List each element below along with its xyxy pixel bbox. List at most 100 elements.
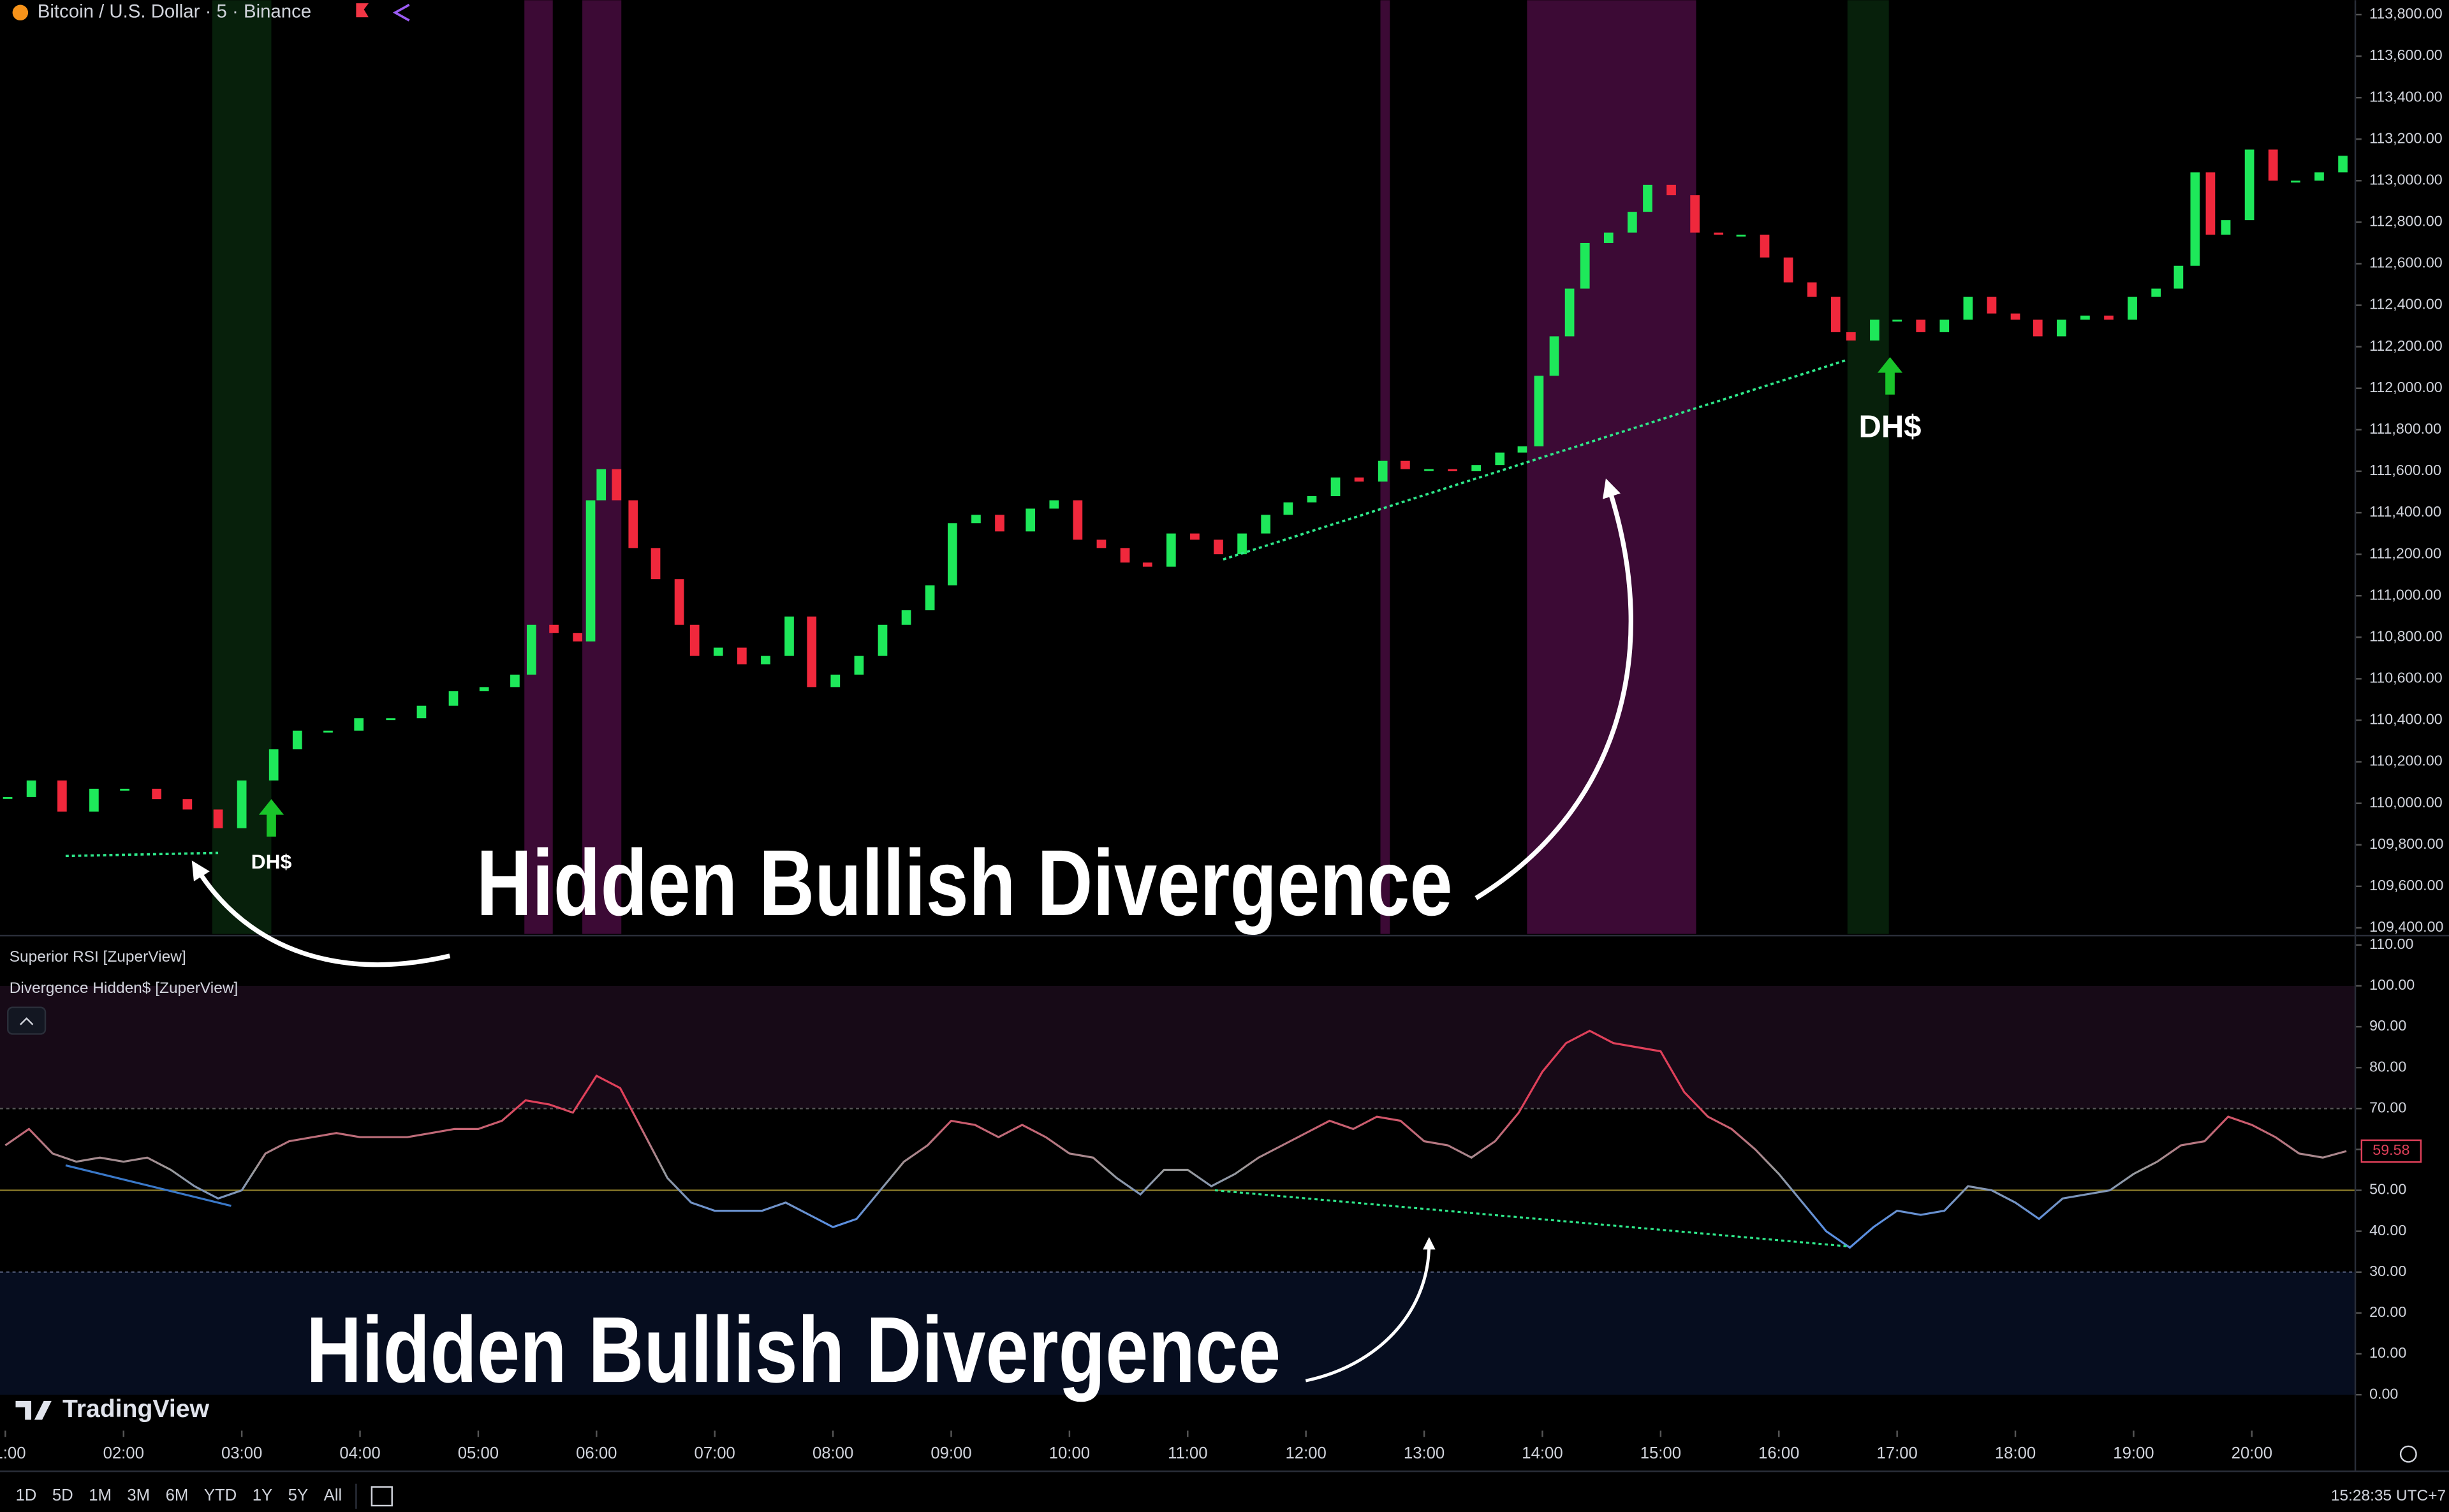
candle-body	[1378, 460, 1388, 482]
toolbar: 1D 5D 1M 3M 6M YTD 1Y 5Y All	[15, 1486, 342, 1504]
range-button[interactable]: All	[324, 1486, 342, 1504]
candle-body	[1892, 319, 1902, 322]
candle-body	[323, 730, 333, 733]
divergence-line	[65, 851, 219, 858]
y-tick-label: 110.00	[2369, 936, 2413, 952]
candle-body	[596, 469, 607, 501]
candle-body	[2205, 172, 2216, 235]
annotation-arrow	[1475, 478, 1633, 900]
signal-zone	[212, 0, 272, 934]
candle-body	[1261, 515, 1270, 534]
candle-body	[1166, 533, 1176, 567]
clock: 15:28:35 UTC+7	[2331, 1487, 2446, 1504]
x-tick-label: 20:00	[2232, 1444, 2272, 1462]
rsi-pane	[0, 985, 2356, 1395]
x-tick-label: 14:00	[1522, 1444, 1563, 1462]
candle-body	[1471, 465, 1481, 471]
share-icon	[392, 3, 410, 22]
y-tick-label: 20.00	[2369, 1303, 2406, 1320]
range-button[interactable]: 1Y	[253, 1486, 272, 1504]
candle-body	[120, 788, 129, 791]
candle-body	[1354, 477, 1364, 482]
collapse-icon	[19, 1017, 34, 1025]
settings-icon[interactable]	[2399, 1445, 2417, 1463]
y-tick-label: 113,800.00	[2369, 5, 2443, 22]
candle-body	[573, 633, 582, 642]
x-tick-label: 01:00	[0, 1444, 26, 1462]
candle-body	[1736, 234, 1746, 237]
calendar-icon[interactable]	[371, 1486, 393, 1507]
candle-body	[1307, 496, 1317, 503]
collapse-button[interactable]	[7, 1006, 47, 1035]
candle-body	[1963, 297, 1973, 320]
candle-body	[1690, 195, 1700, 233]
candle-body	[854, 656, 864, 675]
candle-body	[1214, 539, 1223, 555]
range-button[interactable]: 5D	[52, 1486, 73, 1504]
candle-body	[1580, 242, 1590, 289]
range-button[interactable]: 3M	[127, 1486, 150, 1504]
candle-body	[1401, 460, 1410, 469]
candle-body	[1760, 234, 1770, 258]
candle-body	[292, 730, 302, 750]
signal-zone	[582, 0, 622, 934]
annotation-arrow	[1305, 1237, 1436, 1383]
y-tick-label: 110,000.00	[2369, 794, 2443, 811]
candle-body	[1783, 257, 1793, 283]
brand-logo	[15, 1400, 52, 1420]
candle-body	[1073, 500, 1083, 540]
candle-body	[1846, 332, 1856, 341]
candle-body	[386, 718, 396, 721]
y-tick-label: 111,000.00	[2369, 586, 2441, 603]
candle-body	[878, 624, 888, 656]
range-button[interactable]: YTD	[204, 1486, 237, 1504]
candle-body	[2010, 313, 2020, 320]
candle-body	[925, 585, 935, 610]
candle-body	[1870, 319, 1879, 341]
candle-body	[971, 515, 981, 524]
x-tick-label: 08:00	[813, 1444, 853, 1462]
candle-body	[2190, 172, 2200, 266]
candle-body	[612, 469, 622, 501]
candle-body	[152, 788, 161, 800]
candle-body	[1448, 469, 1457, 471]
candle-body	[479, 687, 489, 691]
candle-body	[2221, 220, 2231, 235]
range-button[interactable]: 1D	[15, 1486, 36, 1504]
candle-body	[1987, 297, 1997, 314]
candle-body	[2104, 315, 2114, 320]
candle-body	[2244, 149, 2254, 221]
range-button[interactable]: 6M	[166, 1486, 189, 1504]
y-tick-label: 10.00	[2369, 1344, 2406, 1361]
signal-zone	[1847, 0, 1889, 934]
y-tick-label: 109,600.00	[2369, 877, 2443, 893]
y-tick-label: 111,800.00	[2369, 420, 2441, 437]
candle-body	[2338, 156, 2348, 173]
x-tick-label: 16:00	[1758, 1444, 1799, 1462]
divergence-line	[1223, 358, 1848, 561]
candle-body	[89, 788, 99, 812]
coin-icon	[12, 4, 29, 21]
x-tick-label: 11:00	[1168, 1444, 1207, 1462]
y-tick-label: 111,600.00	[2369, 462, 2441, 478]
candle-body	[237, 780, 247, 828]
range-button[interactable]: 1M	[89, 1486, 112, 1504]
x-tick-label: 10:00	[1049, 1444, 1090, 1462]
candle-body	[2151, 288, 2161, 297]
candle-body	[1283, 502, 1293, 515]
signal-zone	[524, 0, 553, 934]
candle-body	[268, 749, 279, 781]
y-tick-label: 113,200.00	[2369, 129, 2443, 146]
rsi-line	[4, 1029, 2347, 1249]
y-tick-label: 30.00	[2369, 1263, 2406, 1279]
y-tick-label: 111,200.00	[2369, 545, 2441, 561]
candle-body	[182, 799, 193, 810]
candle-body	[1049, 500, 1059, 509]
candle-body	[354, 718, 364, 731]
range-button[interactable]: 5Y	[288, 1486, 308, 1504]
y-tick-label: 113,600.00	[2369, 47, 2443, 63]
indicator-label: Superior RSI [ZuperView]	[10, 948, 186, 965]
y-tick-label: 112,200.00	[2369, 337, 2443, 354]
